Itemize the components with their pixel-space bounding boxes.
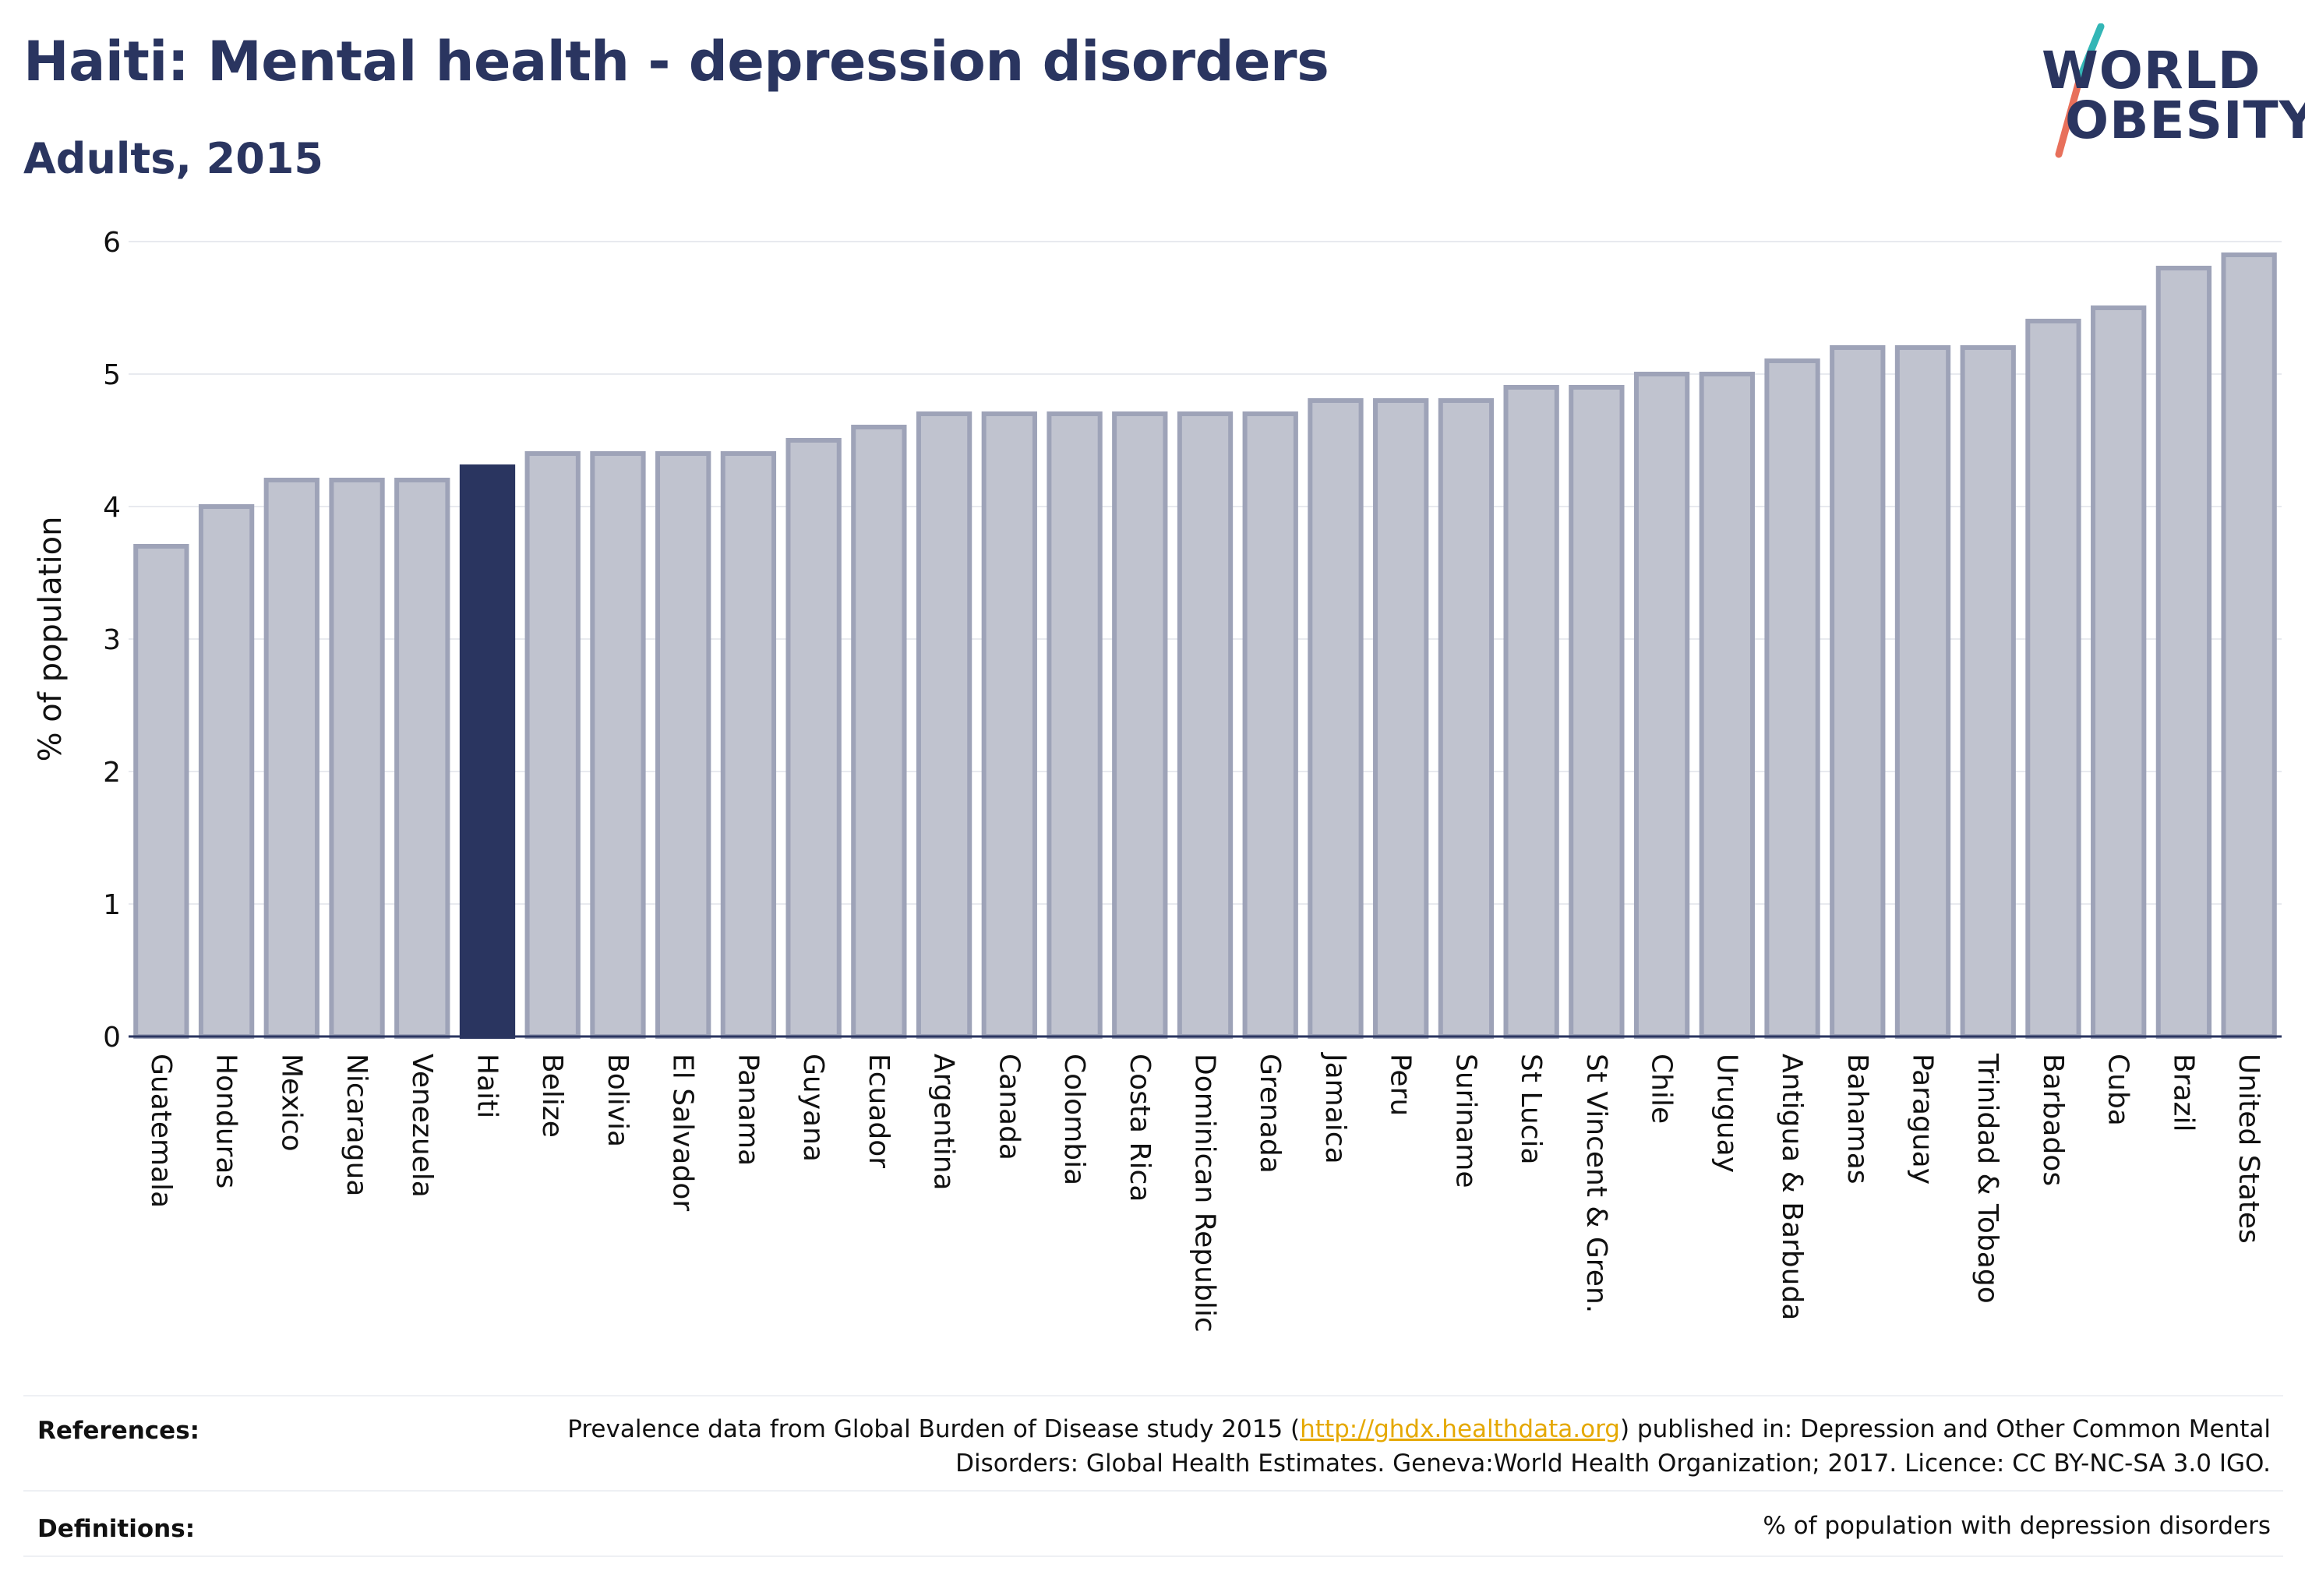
bar-antigua-barbuda: [1764, 358, 1820, 1039]
x-tick-label: Bolivia: [602, 1054, 634, 1147]
x-tick-label: St Vincent & Gren.: [1580, 1054, 1612, 1313]
bar-venezuela: [394, 478, 450, 1039]
y-tick-label: 6: [103, 227, 121, 259]
bar-belize: [524, 451, 581, 1039]
bar-bolivia: [590, 451, 646, 1039]
bar-mexico: [263, 478, 319, 1039]
bar-uruguay: [1699, 372, 1755, 1039]
x-tick-label: Honduras: [210, 1054, 242, 1188]
x-tick-label: Panama: [732, 1054, 764, 1166]
bar-st-lucia: [1503, 385, 1559, 1039]
bar-bahamas: [1830, 345, 1886, 1039]
chart-title: Haiti: Mental health - depression disord…: [23, 30, 1329, 94]
x-tick-label: Ecuador: [863, 1054, 895, 1168]
x-tick-label: Haiti: [471, 1054, 503, 1118]
y-axis-ticks: 0 1 2 3 4 5 6: [103, 227, 121, 1054]
logo-line-1: WORLD: [2042, 41, 2261, 101]
bar-trinidad-tobago: [1960, 345, 2016, 1039]
x-tick-label: Peru: [1385, 1054, 1417, 1116]
x-tick-label: Nicaragua: [341, 1054, 372, 1196]
y-tick-label: 3: [103, 624, 121, 656]
y-tick-label: 0: [103, 1022, 121, 1054]
x-tick-label: Chile: [1646, 1054, 1678, 1124]
x-tick-label: Suriname: [1449, 1054, 1481, 1188]
bar-guyana: [785, 438, 842, 1039]
bar-st-vincent-gren-: [1569, 385, 1625, 1039]
x-tick-label: Guatemala: [145, 1054, 177, 1208]
x-tick-label: St Lucia: [1515, 1054, 1547, 1165]
x-tick-label: Barbados: [2037, 1054, 2069, 1186]
definitions-text: % of population with depression disorder…: [1763, 1512, 2271, 1540]
y-tick-label: 1: [103, 889, 121, 921]
bar-dominican-republic: [1177, 411, 1234, 1039]
x-tick-label: Venezuela: [406, 1054, 438, 1198]
x-tick-label: Bahamas: [1841, 1054, 1873, 1185]
bars: [133, 252, 2277, 1039]
logo-line-2: OBESITY: [2065, 90, 2305, 150]
bar-chile: [1633, 372, 1690, 1039]
x-tick-label: Uruguay: [1710, 1054, 1742, 1173]
x-tick-label: Antigua & Barbuda: [1776, 1054, 1808, 1320]
x-tick-label: Brazil: [2167, 1054, 2199, 1132]
chart-subtitle: Adults, 2015: [23, 134, 323, 183]
bar-canada: [981, 411, 1037, 1039]
x-tick-label: Paraguay: [1907, 1054, 1939, 1185]
bar-colombia: [1047, 411, 1103, 1039]
bar-united-states: [2221, 252, 2277, 1039]
x-tick-label: Cuba: [2102, 1054, 2134, 1126]
y-tick-label: 4: [103, 492, 121, 524]
bar-panama: [720, 451, 777, 1039]
x-axis-ticks: Guatemala Honduras Mexico Nicaragua Venezuel…: [145, 1052, 2264, 1333]
bar-haiti: [459, 464, 516, 1039]
y-tick-label: 5: [103, 359, 121, 391]
references-suffix: ) published in: Depression and Other Com…: [955, 1415, 2271, 1478]
x-tick-label: Colombia: [1058, 1054, 1090, 1185]
x-tick-label: Belize: [536, 1054, 568, 1138]
bar-grenada: [1242, 411, 1298, 1039]
bar-argentina: [916, 411, 972, 1039]
x-tick-label: Trinidad & Tobago: [1971, 1053, 2003, 1304]
world-obesity-logo: WORLD OBESITY: [2026, 23, 2305, 164]
x-tick-label: Dominican Republic: [1189, 1054, 1221, 1333]
references-label: References:: [37, 1417, 200, 1445]
x-tick-label: Grenada: [1254, 1054, 1286, 1174]
definitions-label: Definitions:: [37, 1515, 196, 1543]
x-tick-label: United States: [2233, 1054, 2264, 1244]
bar-barbados: [2025, 319, 2081, 1039]
x-tick-label: Canada: [993, 1054, 1025, 1160]
bar-costa-rica: [1112, 411, 1168, 1039]
bar-nicaragua: [329, 478, 385, 1039]
x-tick-label: Argentina: [928, 1054, 960, 1191]
bar-guatemala: [133, 544, 189, 1039]
bar-paraguay: [1894, 345, 1951, 1039]
bar-peru: [1373, 398, 1429, 1039]
bar-suriname: [1438, 398, 1495, 1039]
footer-divider-top: [23, 1395, 2283, 1396]
x-tick-label: Guyana: [797, 1054, 829, 1162]
logo-slash-icon: [2055, 23, 2105, 158]
references-link[interactable]: http://ghdx.healthdata.org: [1300, 1415, 1620, 1443]
y-tick-label: 2: [103, 757, 121, 789]
bar-el-salvador: [655, 451, 711, 1039]
x-tick-label: Mexico: [275, 1054, 307, 1152]
bar-chart: 0 1 2 3 4 5 6 Guatemala Honduras Mexico Nicaragua…: [33, 227, 2282, 1333]
references-text: Prevalence data from Global Burden of Di…: [478, 1412, 2271, 1481]
references-prefix: Prevalence data from Global Burden of Di…: [567, 1415, 1301, 1443]
bar-brazil: [2155, 266, 2212, 1039]
bar-honduras: [198, 504, 255, 1039]
x-tick-label: Costa Rica: [1124, 1054, 1156, 1202]
x-tick-label: El Salvador: [667, 1054, 699, 1211]
bar-cuba: [2091, 305, 2147, 1039]
footer-divider-middle: [23, 1490, 2283, 1492]
footer-divider-bottom: [23, 1555, 2283, 1557]
y-axis-label: % of population: [33, 517, 69, 762]
bar-ecuador: [851, 425, 907, 1039]
bar-jamaica: [1308, 398, 1364, 1039]
x-tick-label: Jamaica: [1319, 1052, 1351, 1164]
